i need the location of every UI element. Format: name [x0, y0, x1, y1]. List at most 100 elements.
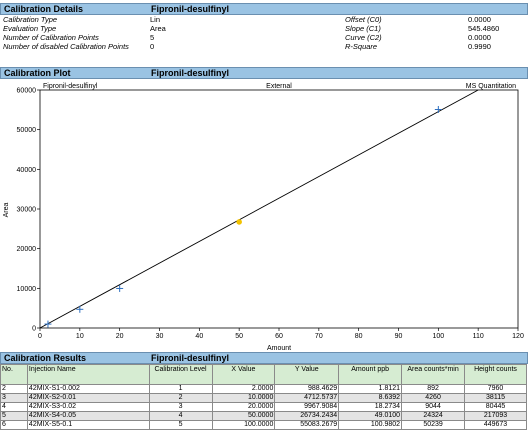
x-tick-label: 30	[156, 333, 164, 340]
detail-value: 5	[150, 33, 155, 42]
cell-injection-name: 42MIX-S5-0.1	[26, 420, 150, 430]
x-tick-label: 50	[235, 333, 243, 340]
cell-no: 4	[0, 402, 28, 412]
detail-label: R-Square	[345, 42, 378, 51]
calibration-details-compound: Fipronil-desulfinyl	[151, 4, 229, 14]
table-row[interactable]: 6 42MIX-S5-0.1 5 100.0000 55083.2679 100…	[0, 420, 527, 430]
column-header: Amount ppb	[338, 364, 403, 385]
cell-level: 2	[148, 393, 213, 403]
calibration-point[interactable]	[44, 320, 52, 328]
calibration-plot-header: Calibration Plot Fipronil-desulfinyl	[0, 67, 528, 79]
cell-no: 3	[0, 393, 28, 403]
calibration-point[interactable]	[434, 106, 442, 114]
cell-level: 4	[148, 411, 213, 421]
plot-title-right: MS Quantitation	[466, 83, 516, 90]
column-header: Calibration Level	[148, 364, 213, 385]
cell-no: 5	[0, 411, 28, 421]
cell-height: 217093	[464, 411, 527, 421]
x-tick-label: 70	[315, 333, 323, 340]
cell-amount: 49.0100	[338, 411, 403, 421]
calibration-results-title: Calibration Results	[4, 353, 87, 363]
cell-height: 38115	[464, 393, 527, 403]
detail-label: Offset (C0)	[345, 15, 382, 24]
y-tick-label: 50000	[17, 127, 37, 134]
x-tick-label: 10	[76, 333, 84, 340]
cell-y-value: 55083.2679	[274, 420, 340, 430]
column-header: Y Value	[274, 364, 340, 385]
cell-injection-name: 42MIX-S1-0.002	[26, 384, 150, 394]
plot-title-center: External	[266, 83, 292, 90]
table-row[interactable]: 4 42MIX-S3-0.02 3 20.0000 9967.9084 18.2…	[0, 402, 527, 412]
calibration-results-compound: Fipronil-desulfinyl	[151, 353, 229, 363]
cell-x-value: 20.0000	[211, 402, 276, 412]
calibration-details-header: Calibration Details Fipronil-desulfinyl	[0, 3, 528, 15]
cell-height: 449673	[464, 420, 527, 430]
calibration-point[interactable]	[116, 284, 124, 292]
cell-no: 6	[0, 420, 28, 430]
cell-x-value: 10.0000	[211, 393, 276, 403]
x-tick-label: 100	[432, 333, 444, 340]
column-header: No.	[0, 364, 28, 385]
detail-label: Curve (C2)	[345, 33, 382, 42]
x-tick-label: 0	[38, 333, 42, 340]
detail-value: 0	[150, 42, 155, 51]
cell-area: 9044	[401, 402, 466, 412]
cell-x-value: 100.0000	[211, 420, 276, 430]
detail-value: 0.0000	[468, 15, 491, 24]
cell-y-value: 988.4629	[274, 384, 340, 394]
cell-level: 5	[148, 420, 213, 430]
detail-value: 545.4860	[468, 24, 500, 33]
cell-amount: 1.8121	[338, 384, 403, 394]
cell-y-value: 9967.9084	[274, 402, 340, 412]
detail-value: 0.9990	[468, 42, 491, 51]
x-axis-label: Amount	[267, 345, 291, 352]
y-tick-label: 10000	[17, 286, 37, 293]
x-tick-label: 40	[195, 333, 203, 340]
column-header: X Value	[211, 364, 276, 385]
table-row[interactable]: 5 42MIX-S4-0.05 4 50.0000 26734.2434 49.…	[0, 411, 527, 421]
detail-value: 0.0000	[468, 33, 491, 42]
cell-area: 4260	[401, 393, 466, 403]
cell-amount: 18.2734	[338, 402, 403, 412]
detail-label: Calibration Type	[3, 15, 58, 24]
calibration-point-highlighted[interactable]	[236, 219, 242, 225]
cell-level: 1	[148, 384, 213, 394]
cell-y-value: 26734.2434	[274, 411, 340, 421]
column-header: Area counts*min	[401, 364, 466, 385]
x-tick-label: 90	[395, 333, 403, 340]
cell-no: 2	[0, 384, 28, 394]
cell-x-value: 50.0000	[211, 411, 276, 421]
cell-amount: 8.6392	[338, 393, 403, 403]
calibration-fit-line	[39, 89, 479, 329]
x-tick-label: 110	[473, 333, 484, 340]
table-row[interactable]: 2 42MIX-S1-0.002 1 2.0000 988.4629 1.812…	[0, 384, 527, 394]
y-tick-label: 30000	[17, 207, 37, 214]
cell-injection-name: 42MIX-S4-0.05	[26, 411, 150, 421]
calibration-point[interactable]	[76, 305, 84, 313]
cell-injection-name: 42MIX-S2-0.01	[26, 393, 150, 403]
y-tick-label: 40000	[17, 167, 37, 174]
detail-value: Lin	[150, 15, 161, 24]
plot-title-left: Fipronil-desulfinyl	[43, 83, 98, 90]
cell-height: 7960	[464, 384, 527, 394]
table-row[interactable]: 3 42MIX-S2-0.01 2 10.0000 4712.5737 8.63…	[0, 393, 527, 403]
y-tick-label: 60000	[17, 88, 37, 95]
calibration-plot-chart: Fipronil-desulfinyl External MS Quantita…	[3, 83, 524, 352]
x-tick-label: 120	[512, 333, 524, 340]
y-axis-label: Area	[3, 203, 10, 218]
cell-area: 50239	[401, 420, 466, 430]
detail-label: Evaluation Type	[3, 24, 57, 33]
cell-area: 24324	[401, 411, 466, 421]
column-header: Height counts	[464, 364, 527, 385]
table-header-row: No. Injection Name Calibration Level X V…	[0, 364, 527, 385]
plot-area	[39, 89, 519, 329]
cell-area: 892	[401, 384, 466, 394]
calibration-results-table: No. Injection Name Calibration Level X V…	[0, 364, 527, 430]
y-tick-label: 20000	[17, 246, 37, 253]
x-tick-label: 80	[355, 333, 363, 340]
detail-label: Number of Calibration Points	[3, 33, 99, 42]
calibration-plot-compound: Fipronil-desulfinyl	[151, 68, 229, 78]
cell-x-value: 2.0000	[211, 384, 276, 394]
cell-height: 80445	[464, 402, 527, 412]
calibration-results-header: Calibration Results Fipronil-desulfinyl	[0, 352, 528, 364]
